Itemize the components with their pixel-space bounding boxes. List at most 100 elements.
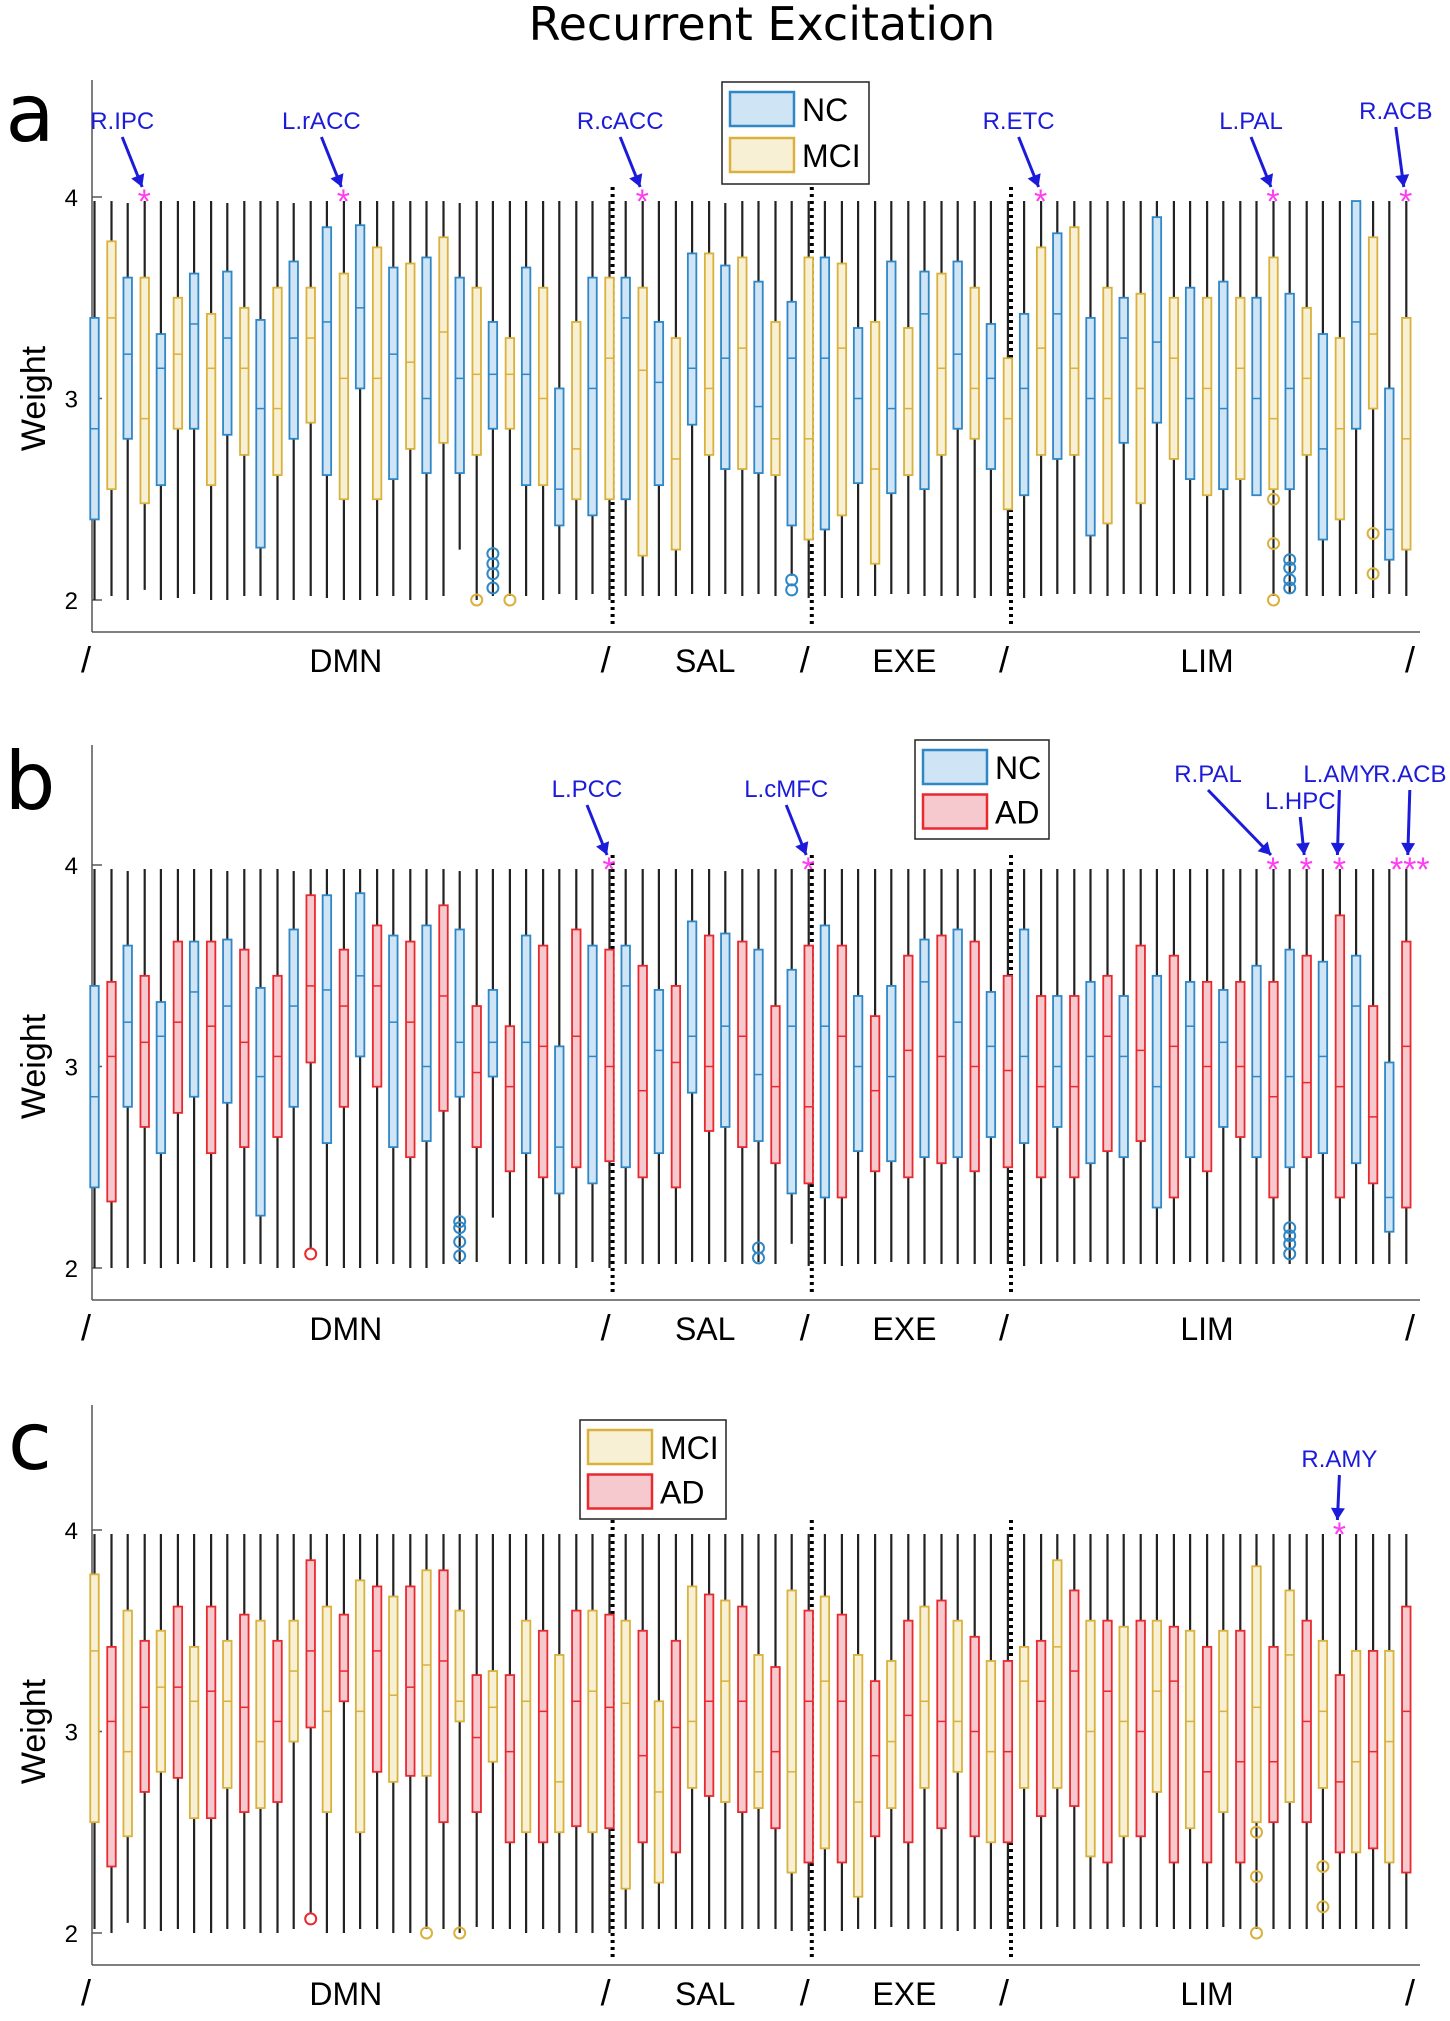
- significance-star: *: [1266, 851, 1279, 889]
- box-MCI: [1052, 1559, 1063, 1789]
- outlier-MCI: [1250, 1926, 1263, 1940]
- network-bracket-slash: /: [1405, 1972, 1415, 2013]
- box-NC: [1118, 296, 1129, 444]
- box-AD: [836, 1613, 848, 1864]
- box-NC: [1384, 1061, 1395, 1233]
- box-MCI: [1168, 296, 1180, 460]
- box-NC: [653, 989, 665, 1155]
- box-MCI: [288, 1619, 299, 1743]
- box-AD: [969, 940, 980, 1173]
- network-label-exe: EXE: [872, 1311, 936, 1347]
- box-AD: [703, 934, 715, 1132]
- significance-star: *: [636, 183, 649, 221]
- box-AD: [1401, 940, 1412, 1209]
- region-32: [1118, 1534, 1146, 1929]
- region-7: [288, 869, 316, 1268]
- box-AD: [969, 1635, 980, 1838]
- y-axis-label: Weight: [15, 1013, 53, 1119]
- box-AD: [1069, 1589, 1080, 1807]
- region-33: [1151, 869, 1180, 1264]
- region-6: [255, 1534, 283, 1933]
- box-MCI: [1384, 1650, 1395, 1864]
- region-30: [1052, 201, 1080, 594]
- box-MCI: [1218, 1629, 1229, 1814]
- box-NC: [786, 968, 797, 1195]
- box-AD: [537, 944, 549, 1179]
- significance-star: *: [1300, 851, 1313, 889]
- network-label-sal: SAL: [675, 643, 735, 679]
- network-bracket-slash: /: [999, 1307, 1009, 1348]
- region-40: [1384, 869, 1412, 1264]
- outlier-MCI: [453, 1926, 467, 1940]
- region-17: [620, 201, 648, 596]
- box-NC: [886, 260, 897, 495]
- box-NC: [554, 387, 565, 527]
- legend-label-mci: MCI: [802, 138, 861, 174]
- box-MCI: [155, 1629, 167, 1773]
- box-MCI: [786, 1589, 797, 1874]
- box-NC: [819, 924, 831, 1199]
- box-NC: [653, 321, 665, 487]
- box-AD: [205, 1605, 217, 1820]
- region-18: [653, 869, 682, 1264]
- box-NC: [1350, 200, 1362, 430]
- box-AD: [869, 1015, 881, 1173]
- box-MCI: [139, 276, 150, 505]
- box-NC: [1251, 964, 1262, 1159]
- box-MCI: [587, 1609, 598, 1834]
- box-NC: [686, 920, 698, 1094]
- box-MCI: [952, 1619, 963, 1773]
- annotation: * R.ETC: [983, 108, 1055, 221]
- box-AD: [1201, 980, 1213, 1173]
- network-bracket-slash: /: [81, 1972, 91, 2013]
- box-NC: [1284, 948, 1295, 1169]
- box-NC: [89, 316, 100, 521]
- box-AD: [1135, 944, 1146, 1142]
- region-12: [454, 1534, 482, 1933]
- box-AD: [1334, 1674, 1346, 1854]
- network-label-lim: LIM: [1180, 643, 1233, 679]
- box-AD: [637, 964, 648, 1179]
- box-AD: [1235, 980, 1246, 1138]
- box-MCI: [869, 321, 881, 565]
- box-NC: [388, 934, 399, 1149]
- legend: NC AD: [914, 739, 1050, 840]
- box-AD: [936, 1599, 947, 1830]
- annotation-label: L.PAL: [1219, 108, 1283, 135]
- region-29: [1018, 869, 1047, 1266]
- box-MCI: [106, 240, 117, 491]
- box-MCI: [504, 337, 516, 430]
- outlier-NC: [1283, 581, 1297, 595]
- box-MCI: [903, 327, 914, 476]
- region-2: [122, 1534, 150, 1929]
- box-NC: [520, 266, 532, 487]
- box-AD: [405, 1585, 416, 1777]
- significance-star: *: [602, 851, 615, 889]
- network-bracket-slash: /: [601, 639, 611, 680]
- box-NC: [554, 1045, 565, 1195]
- y-tick-label: 4: [65, 853, 78, 880]
- box-MCI: [1018, 1645, 1030, 1789]
- y-tick-label: 2: [65, 1256, 78, 1283]
- box-AD: [471, 1005, 482, 1148]
- box-NC: [288, 260, 299, 440]
- box-MCI: [371, 246, 383, 501]
- region-12: [454, 201, 482, 600]
- region-28: [985, 201, 1014, 596]
- box-MCI: [205, 312, 217, 487]
- y-tick-label: 4: [65, 1518, 78, 1545]
- region-4: [188, 201, 217, 600]
- region-3: [155, 201, 184, 600]
- region-31: [1085, 1534, 1113, 1929]
- outlier-NC: [1283, 561, 1297, 575]
- network-label-dmn: DMN: [309, 1311, 382, 1347]
- region-30: [1052, 869, 1080, 1264]
- outlier-AD: [304, 1247, 318, 1261]
- box-AD: [737, 1605, 748, 1813]
- region-36: [1251, 1534, 1279, 1929]
- box-MCI: [670, 337, 682, 551]
- outlier-NC: [752, 1241, 765, 1255]
- region-31: [1085, 201, 1113, 596]
- region-7: [288, 201, 316, 600]
- box-MCI: [1184, 1629, 1196, 1830]
